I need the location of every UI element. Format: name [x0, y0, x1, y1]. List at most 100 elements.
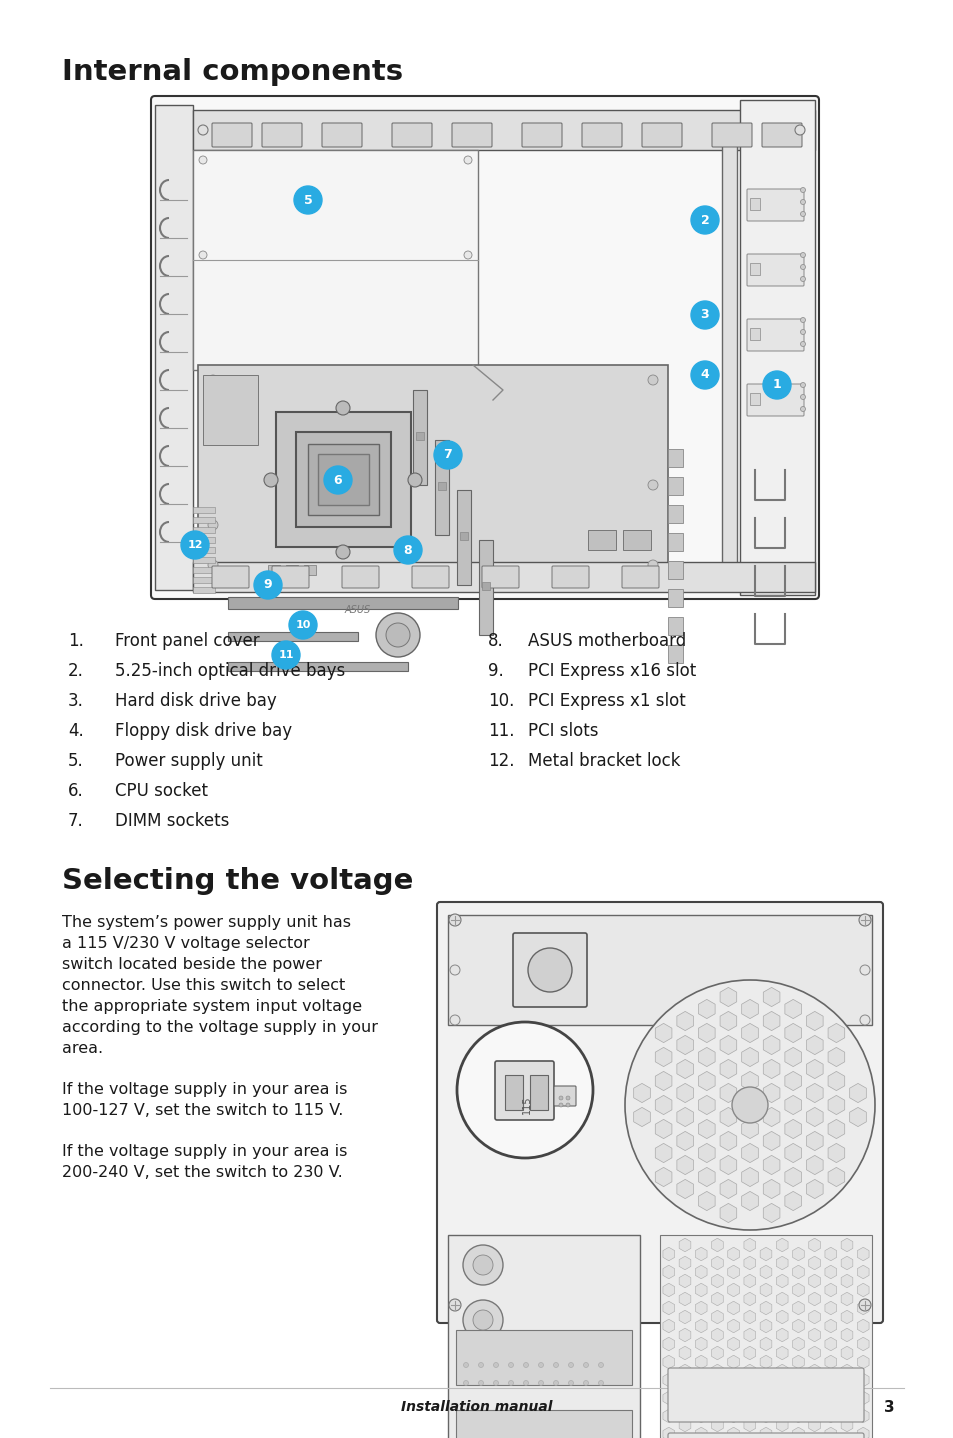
FancyBboxPatch shape	[552, 567, 588, 588]
Text: 4: 4	[700, 368, 709, 381]
Circle shape	[800, 383, 804, 387]
Circle shape	[478, 1380, 483, 1385]
Text: area.: area.	[62, 1041, 103, 1055]
Text: The system’s power supply unit has: The system’s power supply unit has	[62, 915, 351, 930]
FancyBboxPatch shape	[481, 567, 518, 588]
Text: PCI Express x1 slot: PCI Express x1 slot	[527, 692, 685, 710]
Circle shape	[462, 1300, 502, 1340]
Circle shape	[434, 441, 461, 469]
Text: 5.25-inch optical drive bays: 5.25-inch optical drive bays	[115, 661, 345, 680]
Circle shape	[800, 329, 804, 335]
Circle shape	[537, 1380, 543, 1385]
Bar	[304, 565, 315, 575]
Bar	[459, 532, 468, 541]
Circle shape	[463, 1362, 468, 1368]
FancyBboxPatch shape	[621, 567, 659, 588]
Bar	[193, 557, 214, 564]
Bar	[193, 562, 814, 592]
FancyBboxPatch shape	[746, 319, 803, 351]
Circle shape	[858, 1299, 870, 1311]
Circle shape	[198, 125, 208, 135]
Circle shape	[800, 318, 804, 322]
Text: 11.: 11.	[488, 722, 514, 741]
Circle shape	[449, 1299, 460, 1311]
Circle shape	[264, 473, 277, 487]
Circle shape	[762, 371, 790, 398]
Bar	[622, 531, 650, 549]
Bar	[667, 561, 682, 580]
Circle shape	[565, 1096, 569, 1100]
Bar	[198, 365, 667, 580]
Text: 1.: 1.	[68, 631, 84, 650]
Bar	[154, 105, 193, 590]
Text: Internal components: Internal components	[62, 58, 403, 86]
Bar	[193, 567, 214, 572]
Circle shape	[272, 641, 299, 669]
Text: PCI Express x16 slot: PCI Express x16 slot	[527, 661, 696, 680]
Text: 7.: 7.	[68, 812, 84, 830]
FancyBboxPatch shape	[212, 567, 249, 588]
Circle shape	[450, 965, 459, 975]
FancyBboxPatch shape	[746, 188, 803, 221]
Circle shape	[508, 1380, 513, 1385]
Circle shape	[558, 1103, 562, 1107]
Circle shape	[199, 252, 207, 259]
Circle shape	[473, 1310, 493, 1330]
Circle shape	[568, 1362, 573, 1368]
Circle shape	[800, 211, 804, 217]
Text: 12.: 12.	[488, 752, 514, 769]
FancyBboxPatch shape	[212, 124, 252, 147]
Circle shape	[289, 611, 316, 638]
FancyBboxPatch shape	[262, 124, 302, 147]
Bar	[193, 536, 214, 544]
Bar	[749, 263, 760, 275]
Circle shape	[478, 1362, 483, 1368]
Text: ASUS: ASUS	[345, 605, 371, 615]
Text: 2: 2	[700, 213, 709, 227]
Circle shape	[800, 187, 804, 193]
Bar	[667, 505, 682, 523]
Circle shape	[462, 1245, 502, 1286]
Circle shape	[335, 545, 350, 559]
Circle shape	[690, 206, 719, 234]
FancyBboxPatch shape	[341, 567, 378, 588]
Text: Installation manual: Installation manual	[401, 1401, 552, 1414]
Bar	[193, 526, 214, 533]
Circle shape	[493, 1380, 498, 1385]
Bar	[275, 413, 411, 546]
Circle shape	[647, 559, 658, 569]
Bar	[667, 533, 682, 551]
FancyBboxPatch shape	[513, 933, 586, 1007]
Text: Hard disk drive bay: Hard disk drive bay	[115, 692, 276, 710]
Bar	[193, 546, 214, 554]
Text: 100-127 V, set the switch to 115 V.: 100-127 V, set the switch to 115 V.	[62, 1103, 343, 1117]
Circle shape	[386, 623, 410, 647]
FancyBboxPatch shape	[641, 124, 681, 147]
Text: 3.: 3.	[68, 692, 84, 710]
Text: ASUS motherboard: ASUS motherboard	[527, 631, 685, 650]
Circle shape	[208, 521, 218, 531]
Circle shape	[253, 571, 282, 600]
Text: DIMM sockets: DIMM sockets	[115, 812, 229, 830]
Bar	[317, 454, 369, 505]
Bar	[193, 577, 214, 582]
Text: 12: 12	[187, 541, 203, 549]
Bar	[749, 198, 760, 210]
FancyBboxPatch shape	[495, 1061, 554, 1120]
Bar	[193, 587, 214, 592]
Text: 1: 1	[772, 378, 781, 391]
Circle shape	[335, 401, 350, 416]
Text: 11: 11	[278, 650, 294, 660]
Bar	[286, 565, 297, 575]
Bar	[228, 661, 408, 672]
Bar	[295, 431, 391, 526]
Bar	[448, 915, 871, 1025]
Circle shape	[199, 155, 207, 164]
Circle shape	[493, 1362, 498, 1368]
FancyBboxPatch shape	[667, 1368, 863, 1422]
Text: 10: 10	[295, 620, 311, 630]
Circle shape	[463, 1380, 468, 1385]
Bar	[667, 590, 682, 607]
Text: switch located beside the power: switch located beside the power	[62, 958, 322, 972]
FancyBboxPatch shape	[746, 255, 803, 286]
